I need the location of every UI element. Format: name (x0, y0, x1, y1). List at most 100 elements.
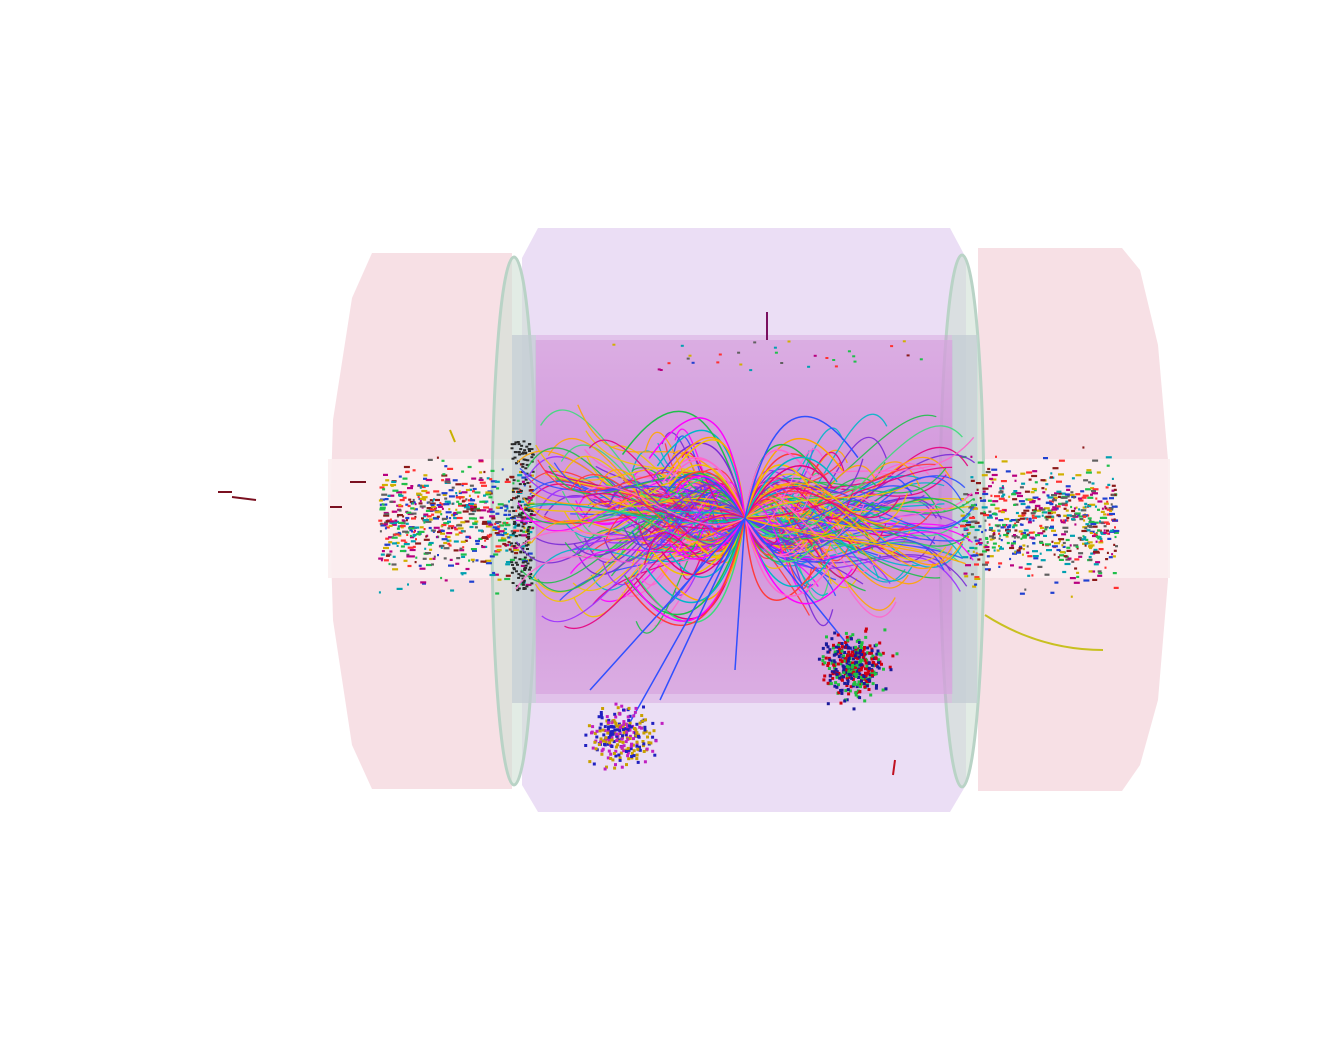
hit-marker (482, 520, 489, 523)
particle-track (744, 517, 844, 540)
hit-marker (984, 529, 987, 532)
jet-hit (829, 682, 833, 686)
hit-marker (1114, 526, 1116, 529)
jet-hit (875, 684, 878, 688)
jet-hit (858, 696, 862, 700)
hit-marker (1061, 496, 1068, 499)
hit-marker (1003, 509, 1007, 512)
hit-marker (1095, 531, 1098, 535)
hit-marker (407, 546, 414, 549)
hit-marker (513, 526, 517, 529)
hit-marker (397, 514, 403, 517)
hit-marker (513, 529, 520, 532)
hit-marker (452, 479, 458, 482)
hit-marker (1044, 488, 1047, 491)
jet-hit (629, 744, 633, 748)
jet-hit (867, 666, 871, 670)
hit-marker (402, 491, 407, 494)
hit-marker (414, 526, 420, 529)
hit-marker (474, 520, 479, 523)
hit-marker (1088, 558, 1093, 561)
hit-marker (443, 557, 447, 560)
hit-marker (1106, 500, 1109, 503)
jet-hit (870, 649, 874, 653)
jet-hit (611, 729, 615, 733)
hit-marker (1113, 488, 1117, 491)
particle-track (744, 449, 814, 519)
hit-marker (515, 462, 518, 465)
jet-hit (868, 679, 872, 683)
particle-track (744, 482, 867, 519)
hit-marker (1018, 566, 1023, 569)
jet-hit (865, 664, 869, 668)
particle-track (548, 465, 746, 519)
hit-marker (521, 465, 525, 468)
hit-marker (1030, 491, 1035, 494)
hit-marker (472, 487, 477, 491)
hit-marker (978, 538, 982, 541)
particle-track (744, 517, 966, 565)
hit-marker (386, 553, 392, 556)
jet-hit (651, 735, 655, 739)
hit-marker (475, 559, 479, 562)
hit-marker (493, 573, 499, 576)
hit-marker (524, 564, 528, 567)
hit-marker (470, 499, 476, 502)
hit-marker (1084, 544, 1087, 547)
hit-marker (383, 523, 388, 526)
hit-marker (527, 448, 531, 450)
hit-marker (984, 546, 990, 549)
jet-hit (843, 651, 847, 654)
hit-marker (474, 526, 478, 529)
hit-marker (1015, 520, 1019, 523)
jet-hit (845, 643, 848, 647)
hit-marker (1106, 551, 1109, 554)
jet-hit (604, 736, 608, 740)
jet-hit (603, 729, 607, 733)
hit-marker (494, 527, 500, 531)
hit-marker (413, 507, 416, 510)
hit-marker (446, 517, 449, 520)
hit-marker (1003, 533, 1009, 537)
hit-marker (465, 504, 468, 507)
hit-marker (423, 513, 429, 516)
jet-hit (837, 683, 840, 687)
jet-hit (615, 728, 619, 732)
hit-marker (468, 504, 473, 507)
hit-marker (410, 540, 416, 543)
hit-marker (1074, 567, 1078, 570)
hit-marker (450, 589, 455, 592)
jet-hit (643, 728, 647, 732)
jet-hit (631, 743, 635, 747)
hit-marker (998, 532, 1001, 535)
hit-marker (518, 500, 521, 503)
jet-hit (868, 673, 872, 677)
particle-track (577, 404, 746, 519)
hit-marker (980, 499, 987, 502)
hit-marker (412, 501, 416, 504)
hit-marker (435, 498, 440, 502)
hit-marker (1058, 538, 1065, 541)
hit-marker (977, 558, 981, 561)
hit-marker (977, 541, 983, 545)
hit-marker (437, 505, 443, 508)
hit-marker (401, 519, 405, 522)
hit-marker (380, 559, 383, 562)
hit-marker (1052, 506, 1057, 509)
jet-hit (601, 707, 605, 710)
hit-marker (444, 480, 451, 483)
jet-hit (628, 734, 632, 738)
hit-marker (998, 519, 1004, 522)
jet-hit (854, 691, 858, 695)
hit-marker (479, 471, 483, 474)
hit-marker (1086, 469, 1092, 472)
hit-marker (527, 552, 533, 555)
jet-hit (624, 722, 628, 726)
hit-marker (524, 478, 528, 481)
hit-marker (531, 453, 535, 456)
hit-marker (451, 502, 454, 505)
hit-marker (1106, 529, 1109, 532)
hit-marker (447, 520, 451, 523)
particle-track (668, 464, 746, 519)
